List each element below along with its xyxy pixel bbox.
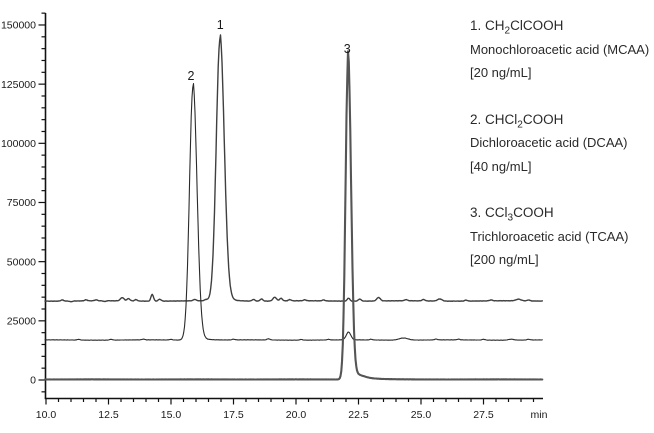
formula-text: ClCOOH: [510, 18, 564, 33]
y-tick-label: 25000: [7, 315, 36, 327]
x-tick-label: 17.5: [223, 409, 244, 421]
y-tick-label: 75000: [7, 197, 36, 209]
y-tick-label: 0: [30, 375, 36, 387]
legend-entry-1: 1. CH2ClCOOH Monochloroacetic acid (MCAA…: [470, 14, 654, 85]
y-tick-label: 150000: [1, 20, 36, 32]
legend: 1. CH2ClCOOH Monochloroacetic acid (MCAA…: [470, 14, 654, 295]
legend-concentration-1: [20 ng/mL]: [470, 65, 532, 80]
formula-text: 1. CH: [470, 18, 505, 33]
peak-label-3: 3: [344, 42, 351, 56]
y-tick-label: 100000: [1, 138, 36, 150]
formula-subscript: 2: [517, 119, 523, 131]
x-tick-label: 27.5: [473, 409, 494, 421]
legend-formula-3: 3. CCl3COOH: [470, 201, 654, 225]
legend-name-3: Trichloroacetic acid (TCAA): [470, 228, 629, 244]
formula-text: 3. CCl: [470, 205, 508, 220]
x-tick-label: 25.0: [411, 409, 432, 421]
x-tick-label: 22.5: [348, 409, 369, 421]
x-tick-label: 15.0: [161, 409, 182, 421]
peak-label-1: 1: [217, 18, 224, 32]
legend-formula-1: 1. CH2ClCOOH: [470, 14, 654, 38]
x-tick-label: 20.0: [286, 409, 307, 421]
peak-label-2: 2: [188, 69, 195, 83]
legend-concentration-2: [40 ng/mL]: [470, 158, 532, 174]
legend-formula-2: 2. CHCl2COOH: [470, 108, 654, 132]
x-axis-unit-label: min: [531, 409, 548, 421]
x-tick-label: 10.0: [36, 409, 57, 421]
y-tick-label: 125000: [1, 79, 36, 91]
trace-mcaa: [44, 34, 543, 303]
legend-concentration-3: [200 ng/mL]: [470, 252, 539, 267]
formula-text: COOH: [522, 111, 564, 127]
formula-subscript: 3: [507, 212, 514, 224]
trace-dcaa: [44, 83, 543, 341]
legend-entry-2: 2. CHCl2COOH Dichloroacetic acid (DCAA) …: [470, 108, 654, 179]
trace-tcaa: [43, 50, 544, 381]
formula-subscript: 2: [504, 25, 511, 37]
y-tick-label: 50000: [7, 256, 36, 268]
legend-name-2: Dichloroacetic acid (DCAA): [470, 135, 628, 150]
x-tick-label: 12.5: [98, 409, 119, 421]
legend-name-1: Monochloroacetic acid (MCAA): [470, 41, 650, 57]
formula-text: COOH: [513, 205, 554, 220]
formula-text: 2. CHCl: [470, 111, 518, 127]
legend-entry-3: 3. CCl3COOH Trichloroacetic acid (TCAA) …: [470, 201, 654, 272]
